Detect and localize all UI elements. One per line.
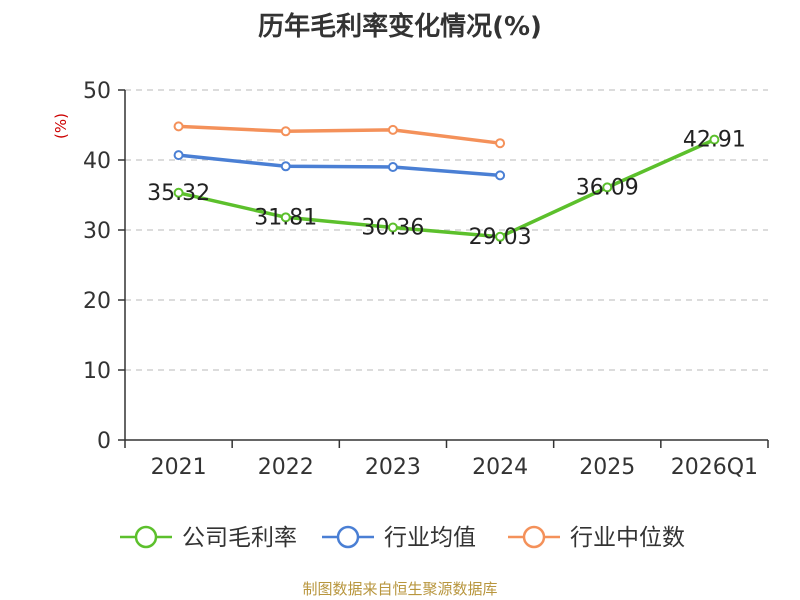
legend-item-0[interactable]: 公司毛利率	[120, 525, 297, 551]
series-line-1	[178, 153, 501, 178]
y-tick-label: 10	[83, 359, 111, 384]
legend-item-1[interactable]: 行业均值	[322, 525, 476, 551]
data-point	[173, 150, 184, 161]
legend-marker	[336, 525, 360, 549]
data-label: 36.09	[576, 175, 639, 200]
y-tick-label: 50	[83, 79, 111, 104]
legend: 公司毛利率 行业均值 行业中位数	[120, 525, 685, 551]
data-point	[387, 162, 398, 172]
data-point	[280, 161, 291, 172]
gridlines	[125, 89, 768, 371]
legend-label: 行业中位数	[570, 525, 685, 551]
data-point	[495, 138, 506, 149]
y-tick-label: 30	[83, 219, 111, 244]
chart-title: 历年毛利率变化情况(%)	[258, 12, 542, 42]
data-labels: 35.32 31.81 30.36 29.03 36.09 42.91	[147, 128, 746, 250]
data-point	[709, 134, 720, 145]
data-label: 35.32	[147, 181, 210, 206]
legend-marker	[522, 525, 546, 549]
data-point	[387, 222, 398, 233]
y-tick-label: 0	[97, 429, 111, 454]
axes: 0 10 20 30 40 50 (%) 2021 2022 2023 2024 2025 2026Q1	[52, 79, 769, 480]
x-tick-label: 2025	[579, 455, 635, 480]
legend-item-2[interactable]: 行业中位数	[508, 525, 685, 551]
y-tick-label: 20	[83, 289, 111, 314]
y-tick-label: 40	[83, 149, 111, 174]
x-tick-label: 2022	[258, 455, 314, 480]
x-tick-label: 2021	[151, 455, 207, 480]
data-label: 42.91	[683, 128, 746, 153]
x-tick-label: 2026Q1	[671, 455, 758, 480]
x-tick-label: 2024	[472, 455, 528, 480]
data-point	[387, 124, 398, 135]
data-point	[495, 170, 506, 181]
series-lines	[173, 121, 720, 242]
data-label: 29.03	[469, 225, 532, 250]
data-point	[280, 212, 291, 223]
series-line-2	[178, 124, 501, 145]
legend-label: 行业均值	[384, 525, 476, 551]
y-axis-label: (%)	[52, 113, 70, 139]
data-point	[173, 187, 184, 198]
data-label: 30.36	[361, 215, 424, 240]
data-point	[602, 182, 613, 193]
series-line-0	[178, 138, 716, 239]
data-point	[495, 231, 506, 242]
legend-marker	[134, 525, 158, 549]
data-point	[173, 121, 184, 132]
source-note: 制图数据来自恒生聚源数据库	[302, 580, 498, 598]
x-tick-label: 2023	[365, 455, 421, 480]
data-point	[280, 126, 291, 137]
legend-label: 公司毛利率	[182, 525, 297, 551]
data-label: 31.81	[254, 205, 317, 230]
